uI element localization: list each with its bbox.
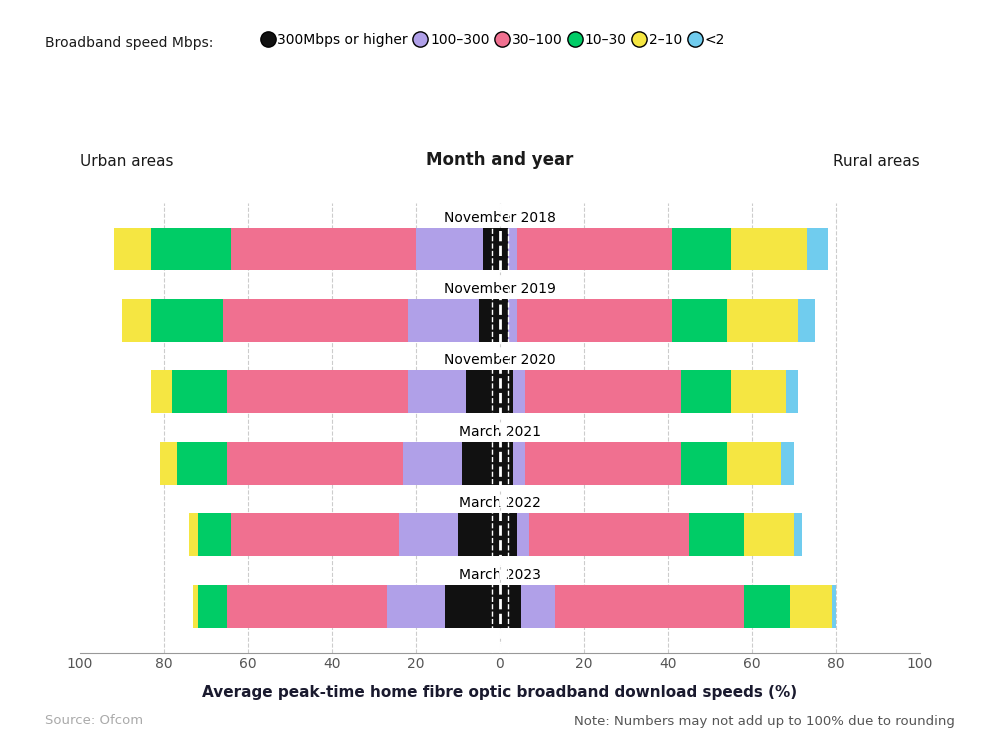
- Bar: [387, 585, 445, 628]
- Bar: [794, 513, 802, 556]
- Bar: [508, 299, 517, 342]
- Bar: [500, 513, 517, 556]
- Text: Source: Ofcom: Source: Ofcom: [45, 715, 143, 728]
- Bar: [151, 370, 172, 413]
- X-axis label: Average peak-time home fibre optic broadband download speeds (%): Average peak-time home fibre optic broad…: [202, 686, 798, 700]
- Bar: [508, 227, 517, 270]
- Text: November 2019: November 2019: [444, 282, 556, 296]
- Bar: [466, 370, 500, 413]
- Bar: [458, 513, 500, 556]
- Bar: [462, 442, 500, 485]
- Bar: [227, 370, 408, 413]
- Text: March 2021: March 2021: [459, 425, 541, 439]
- Bar: [151, 299, 223, 342]
- Bar: [517, 513, 529, 556]
- Bar: [500, 370, 513, 413]
- Bar: [786, 370, 798, 413]
- Bar: [672, 227, 731, 270]
- Bar: [227, 442, 403, 485]
- Bar: [555, 585, 744, 628]
- Bar: [198, 585, 227, 628]
- Bar: [500, 585, 521, 628]
- Bar: [231, 227, 416, 270]
- Text: Urban areas: Urban areas: [80, 154, 174, 169]
- Text: March 2022: March 2022: [459, 496, 541, 510]
- Bar: [790, 585, 832, 628]
- Bar: [807, 227, 828, 270]
- Bar: [227, 585, 387, 628]
- Bar: [399, 513, 458, 556]
- Bar: [114, 227, 151, 270]
- Bar: [513, 442, 525, 485]
- Bar: [160, 442, 177, 485]
- Bar: [193, 585, 198, 628]
- Bar: [122, 299, 151, 342]
- Bar: [223, 299, 408, 342]
- Bar: [525, 442, 681, 485]
- Bar: [479, 299, 500, 342]
- Bar: [151, 227, 231, 270]
- Bar: [172, 370, 227, 413]
- Bar: [416, 227, 483, 270]
- Bar: [744, 585, 790, 628]
- Bar: [681, 370, 731, 413]
- Bar: [689, 513, 744, 556]
- Bar: [521, 585, 555, 628]
- Bar: [500, 299, 508, 342]
- Bar: [513, 370, 525, 413]
- Bar: [517, 299, 672, 342]
- Bar: [189, 513, 198, 556]
- Bar: [781, 442, 794, 485]
- Bar: [727, 299, 798, 342]
- Bar: [408, 299, 479, 342]
- Bar: [517, 227, 672, 270]
- Legend: 300Mbps or higher, 100–300, 30–100, 10–30, 2–10, <2: 300Mbps or higher, 100–300, 30–100, 10–3…: [262, 33, 725, 47]
- Bar: [529, 513, 689, 556]
- Bar: [672, 299, 727, 342]
- Bar: [177, 442, 227, 485]
- Text: March 2023: March 2023: [459, 568, 541, 582]
- Bar: [500, 442, 513, 485]
- Bar: [525, 370, 681, 413]
- Text: Month and year: Month and year: [426, 151, 574, 169]
- Bar: [198, 513, 231, 556]
- Bar: [483, 227, 500, 270]
- Bar: [744, 513, 794, 556]
- Bar: [832, 585, 836, 628]
- Text: Broadband speed Mbps:: Broadband speed Mbps:: [45, 37, 213, 50]
- Bar: [681, 442, 727, 485]
- Bar: [727, 442, 781, 485]
- Bar: [445, 585, 500, 628]
- Text: November 2020: November 2020: [444, 353, 556, 368]
- Bar: [231, 513, 399, 556]
- Text: November 2018: November 2018: [444, 211, 556, 225]
- Text: Note: Numbers may not add up to 100% due to rounding: Note: Numbers may not add up to 100% due…: [574, 715, 955, 728]
- Bar: [403, 442, 462, 485]
- Bar: [408, 370, 466, 413]
- Text: Rural areas: Rural areas: [833, 154, 920, 169]
- Bar: [798, 299, 815, 342]
- Bar: [731, 370, 786, 413]
- Bar: [500, 227, 508, 270]
- Bar: [731, 227, 807, 270]
